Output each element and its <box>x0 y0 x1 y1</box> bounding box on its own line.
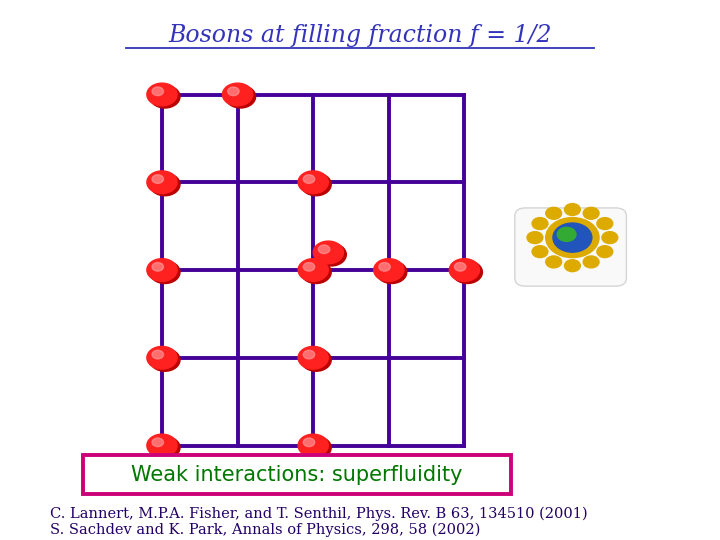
Circle shape <box>583 256 599 268</box>
Circle shape <box>377 261 407 284</box>
FancyBboxPatch shape <box>515 208 626 286</box>
Circle shape <box>225 85 256 108</box>
Circle shape <box>150 85 180 108</box>
Circle shape <box>152 87 163 96</box>
Circle shape <box>564 204 580 215</box>
Circle shape <box>564 260 580 272</box>
Circle shape <box>147 171 177 194</box>
Circle shape <box>303 262 315 271</box>
Circle shape <box>222 83 253 106</box>
Text: Bosons at filling fraction f = 1/2: Bosons at filling fraction f = 1/2 <box>168 24 552 46</box>
Text: C. Lannert, M.P.A. Fisher, and T. Senthil, Phys. Rev. B 63, 134510 (2001): C. Lannert, M.P.A. Fisher, and T. Senthi… <box>50 507 588 521</box>
Circle shape <box>150 173 180 196</box>
Circle shape <box>152 262 163 271</box>
Circle shape <box>303 350 315 359</box>
Circle shape <box>298 347 328 369</box>
Circle shape <box>553 223 592 252</box>
FancyBboxPatch shape <box>83 455 511 494</box>
Circle shape <box>301 436 331 459</box>
Circle shape <box>449 259 480 281</box>
Circle shape <box>546 218 599 258</box>
Circle shape <box>147 83 177 106</box>
Circle shape <box>298 434 328 457</box>
Circle shape <box>298 171 328 194</box>
Circle shape <box>147 259 177 281</box>
Circle shape <box>597 218 613 230</box>
Text: Weak interactions: superfluidity: Weak interactions: superfluidity <box>131 464 463 485</box>
Circle shape <box>301 173 331 196</box>
Circle shape <box>316 243 346 266</box>
Circle shape <box>147 347 177 369</box>
Circle shape <box>532 218 548 230</box>
Circle shape <box>527 232 543 244</box>
Circle shape <box>557 227 576 241</box>
Circle shape <box>318 245 330 254</box>
Circle shape <box>374 259 404 281</box>
Circle shape <box>152 350 163 359</box>
Circle shape <box>147 434 177 457</box>
Circle shape <box>546 256 562 268</box>
Circle shape <box>150 436 180 459</box>
Circle shape <box>301 349 331 372</box>
Circle shape <box>597 246 613 258</box>
Circle shape <box>152 438 163 447</box>
Circle shape <box>452 261 482 284</box>
Circle shape <box>583 207 599 219</box>
Circle shape <box>454 262 466 271</box>
Circle shape <box>532 246 548 258</box>
Text: S. Sachdev and K. Park, Annals of Physics, 298, 58 (2002): S. Sachdev and K. Park, Annals of Physic… <box>50 523 481 537</box>
Circle shape <box>150 349 180 372</box>
Circle shape <box>602 232 618 244</box>
Circle shape <box>298 259 328 281</box>
Circle shape <box>301 261 331 284</box>
Circle shape <box>152 175 163 184</box>
Circle shape <box>303 175 315 184</box>
Circle shape <box>150 261 180 284</box>
Circle shape <box>313 241 343 264</box>
Circle shape <box>379 262 390 271</box>
Circle shape <box>546 207 562 219</box>
Circle shape <box>228 87 239 96</box>
Circle shape <box>303 438 315 447</box>
